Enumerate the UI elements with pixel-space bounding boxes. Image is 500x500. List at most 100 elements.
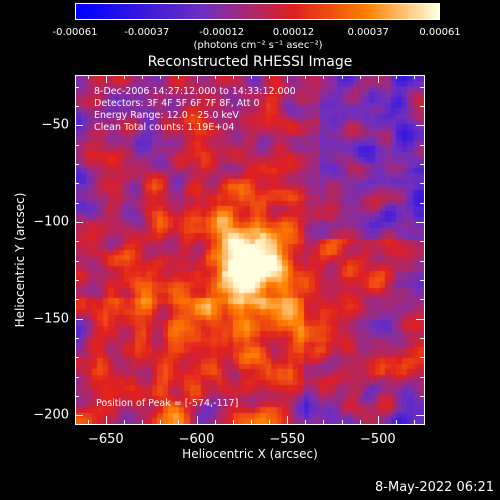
axis-tick — [123, 75, 125, 79]
plot-title: Reconstructed RHESSI Image — [147, 54, 353, 70]
axis-tick — [287, 75, 289, 83]
axis-tick — [75, 163, 79, 165]
colorbar-units: (photons cm⁻² s⁻¹ asec⁻²) — [193, 40, 323, 51]
y-tick-label: −200 — [33, 407, 69, 423]
y-tick-label: −50 — [41, 117, 69, 133]
axis-tick — [250, 75, 252, 79]
axis-tick — [420, 357, 424, 359]
date-stamp: 8-May-2022 06:21 — [375, 480, 494, 495]
x-tick-label: −650 — [87, 432, 124, 447]
axis-tick — [87, 75, 89, 79]
axis-tick — [178, 420, 180, 424]
axis-tick — [323, 420, 325, 424]
y-tick-label: −150 — [33, 311, 69, 327]
axis-tick — [196, 75, 198, 83]
axis-tick — [75, 86, 79, 88]
axis-tick — [395, 420, 397, 424]
axis-tick — [416, 415, 424, 417]
axis-tick — [416, 125, 424, 127]
axis-tick — [420, 86, 424, 88]
axis-tick — [269, 420, 271, 424]
axis-tick — [341, 420, 343, 424]
info-energy-range: Energy Range: 12.0 - 25.0 keV — [94, 110, 239, 121]
axis-tick — [359, 420, 361, 424]
axis-tick — [420, 337, 424, 339]
axis-tick — [359, 75, 361, 79]
axis-tick — [196, 416, 198, 424]
plot-area[interactable] — [75, 75, 425, 425]
axis-tick — [420, 260, 424, 262]
axis-tick — [75, 357, 79, 359]
x-tick-label: −500 — [359, 432, 396, 447]
info-clean-counts: Clean Total counts: 1.19E+04 — [94, 122, 235, 133]
axis-tick — [160, 420, 162, 424]
x-axis-label: Heliocentric X (arcsec) — [182, 447, 318, 461]
axis-tick — [75, 241, 79, 243]
axis-tick — [75, 202, 79, 204]
peak-position-label: Position of Peak = [-574,-117] — [96, 398, 239, 409]
axis-tick — [377, 75, 379, 83]
axis-tick — [75, 395, 79, 397]
axis-tick — [420, 395, 424, 397]
axis-tick — [377, 416, 379, 424]
heatmap-image — [76, 76, 424, 424]
axis-tick — [232, 75, 234, 79]
axis-tick — [420, 376, 424, 378]
axis-tick — [323, 75, 325, 79]
axis-tick — [75, 105, 79, 107]
axis-tick — [75, 415, 83, 417]
axis-tick — [75, 221, 83, 223]
axis-tick — [75, 279, 79, 281]
axis-tick — [420, 163, 424, 165]
axis-tick — [160, 75, 162, 79]
axis-tick — [178, 75, 180, 79]
info-time-range: 8-Dec-2006 14:27:12.000 to 14:33:12.000 — [94, 86, 296, 97]
axis-tick — [105, 75, 107, 83]
colorbar-tick-label: 0.00061 — [419, 27, 461, 38]
axis-tick — [214, 75, 216, 79]
y-tick-label: −100 — [33, 214, 69, 230]
colorbar-tick-label: -0.00061 — [52, 27, 98, 38]
axis-tick — [420, 105, 424, 107]
colorbar-tick-label: -0.00037 — [124, 27, 170, 38]
axis-tick — [75, 260, 79, 262]
axis-tick — [105, 416, 107, 424]
axis-tick — [214, 420, 216, 424]
axis-tick — [416, 221, 424, 223]
axis-tick — [420, 299, 424, 301]
axis-tick — [341, 75, 343, 79]
axis-tick — [75, 318, 83, 320]
info-detectors: Detectors: 3F 4F 5F 6F 7F 8F, Att 0 — [94, 98, 260, 109]
axis-tick — [87, 420, 89, 424]
axis-tick — [420, 241, 424, 243]
axis-tick — [75, 125, 83, 127]
axis-tick — [75, 376, 79, 378]
axis-tick — [123, 420, 125, 424]
colorbar-tick-label: 0.00037 — [347, 27, 389, 38]
axis-tick — [416, 318, 424, 320]
axis-tick — [395, 75, 397, 79]
axis-tick — [142, 75, 144, 79]
x-tick-label: −600 — [178, 432, 215, 447]
axis-tick — [75, 183, 79, 185]
x-tick-label: −550 — [269, 432, 306, 447]
axis-tick — [142, 420, 144, 424]
y-axis-label: Heliocentric Y (arcsec) — [13, 192, 27, 328]
axis-tick — [232, 420, 234, 424]
colorbar-tick-label: 0.00012 — [272, 27, 315, 38]
axis-tick — [420, 144, 424, 146]
axis-tick — [420, 202, 424, 204]
axis-tick — [305, 75, 307, 79]
axis-tick — [420, 279, 424, 281]
axis-tick — [414, 75, 416, 79]
axis-tick — [250, 420, 252, 424]
axis-tick — [305, 420, 307, 424]
axis-tick — [75, 337, 79, 339]
axis-tick — [75, 299, 79, 301]
colorbar-tick-label: -0.00012 — [199, 27, 245, 38]
axis-tick — [420, 183, 424, 185]
axis-tick — [414, 420, 416, 424]
axis-tick — [75, 144, 79, 146]
axis-tick — [269, 75, 271, 79]
axis-tick — [287, 416, 289, 424]
